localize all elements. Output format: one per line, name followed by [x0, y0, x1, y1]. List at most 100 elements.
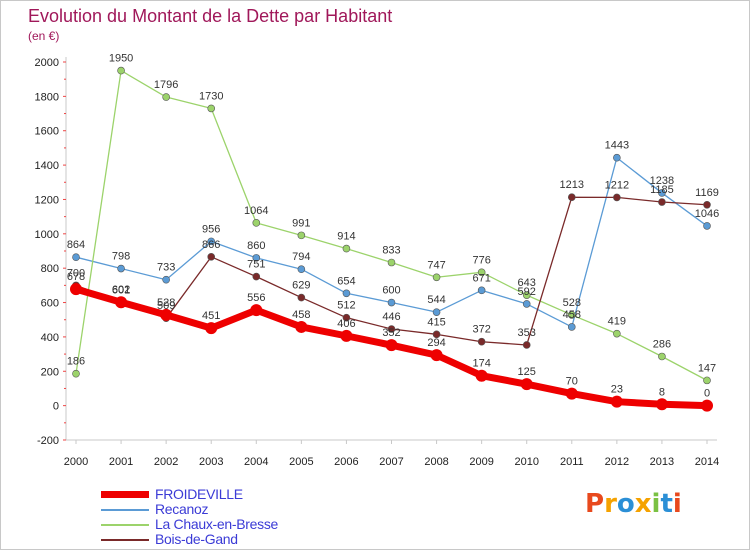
data-label: 1212	[605, 179, 629, 191]
proxiti-logo[interactable]: Proxiti	[585, 489, 682, 519]
data-label: 864	[67, 239, 85, 251]
data-label: 751	[247, 259, 265, 271]
data-label: 700	[67, 267, 85, 279]
data-label: 671	[472, 272, 490, 284]
legend-label: La Chaux-en-Bresse	[155, 516, 278, 532]
data-label: 794	[292, 251, 310, 263]
data-label: 528	[563, 297, 581, 309]
data-label: 833	[382, 245, 400, 257]
x-tick-label: 2006	[334, 456, 358, 468]
x-tick-label: 2003	[199, 456, 223, 468]
logo-letter: P	[585, 489, 605, 519]
data-point	[342, 313, 351, 322]
data-point	[207, 104, 216, 113]
data-label: 991	[292, 217, 310, 229]
y-tick-label: 1400	[35, 160, 59, 172]
data-point	[477, 286, 486, 295]
data-label: 1796	[154, 79, 178, 91]
data-label: 678	[67, 271, 85, 283]
data-label: 509	[157, 300, 175, 312]
data-label: 602	[112, 284, 130, 296]
data-point	[475, 369, 488, 382]
data-point	[703, 200, 711, 209]
logo-letter: i	[651, 489, 661, 519]
data-point	[387, 258, 396, 267]
data-point	[567, 323, 576, 331]
data-label: 747	[427, 259, 445, 271]
data-point	[162, 93, 170, 101]
y-tick-label: 600	[41, 298, 59, 310]
x-tick-label: 2013	[650, 456, 674, 468]
y-tick-label: 1000	[35, 229, 59, 241]
chart-title: Evolution du Montant de la Dette par Hab…	[28, 6, 393, 26]
data-point	[252, 219, 261, 227]
y-tick-label: 200	[41, 366, 59, 378]
data-label: 286	[653, 338, 671, 350]
data-point	[117, 264, 125, 273]
data-label: 733	[157, 262, 175, 274]
data-label: 914	[337, 231, 355, 243]
data-label: 1064	[244, 205, 268, 217]
x-tick-label: 2010	[514, 456, 538, 468]
x-tick-label: 2008	[424, 456, 448, 468]
data-label: 654	[337, 275, 355, 287]
data-label: 798	[112, 251, 130, 263]
data-point	[658, 352, 666, 361]
data-label: 601	[112, 284, 130, 296]
x-tick-label: 2011	[560, 456, 584, 468]
data-point	[520, 378, 533, 391]
data-label: 1213	[560, 179, 584, 191]
legend-swatch	[101, 491, 149, 498]
data-label: 600	[382, 285, 400, 297]
data-point	[565, 387, 578, 400]
data-label: 147	[698, 362, 716, 374]
y-tick-label: 2000	[35, 57, 59, 69]
data-label: 446	[382, 311, 400, 323]
y-tick-label: 0	[53, 401, 59, 413]
data-label: 125	[518, 366, 536, 378]
data-label: 776	[472, 254, 490, 266]
data-label: 629	[292, 280, 310, 292]
data-point	[385, 339, 398, 352]
data-label: 1185	[650, 184, 674, 196]
data-point	[430, 349, 443, 362]
data-label: 294	[427, 337, 445, 349]
data-point	[72, 253, 80, 261]
data-label: 544	[427, 294, 445, 306]
data-label: 1238	[650, 175, 674, 187]
unit-label: (en €)	[28, 29, 60, 43]
data-point	[655, 398, 668, 411]
data-point	[117, 66, 125, 75]
data-point	[658, 189, 666, 197]
data-label: 528	[157, 297, 175, 309]
x-tick-label: 2001	[109, 456, 133, 468]
data-point	[297, 293, 306, 302]
data-point	[295, 320, 308, 333]
data-label: 556	[247, 292, 265, 304]
x-tick-label: 2007	[379, 456, 403, 468]
logo-letter: t	[660, 489, 673, 519]
data-point	[115, 296, 128, 309]
x-tick-label: 2000	[64, 456, 88, 468]
data-point	[72, 369, 80, 378]
data-label: 419	[608, 316, 626, 328]
data-label: 866	[202, 239, 220, 251]
data-point	[703, 376, 711, 385]
data-label: 8	[659, 386, 665, 398]
data-label: 643	[518, 277, 536, 289]
data-point	[342, 244, 351, 253]
data-point	[613, 153, 621, 162]
data-point	[252, 254, 261, 262]
data-label: 451	[202, 310, 220, 322]
y-tick-label: 1200	[35, 194, 59, 206]
data-label: 458	[563, 309, 581, 321]
data-point	[432, 330, 441, 339]
x-tick-label: 2004	[244, 456, 268, 468]
legend-swatch	[101, 524, 149, 526]
data-point	[387, 325, 396, 333]
data-point	[297, 231, 306, 240]
logo-letter: r	[604, 489, 617, 519]
data-label: 860	[247, 240, 265, 252]
legend-label: Recanoz	[155, 501, 209, 517]
